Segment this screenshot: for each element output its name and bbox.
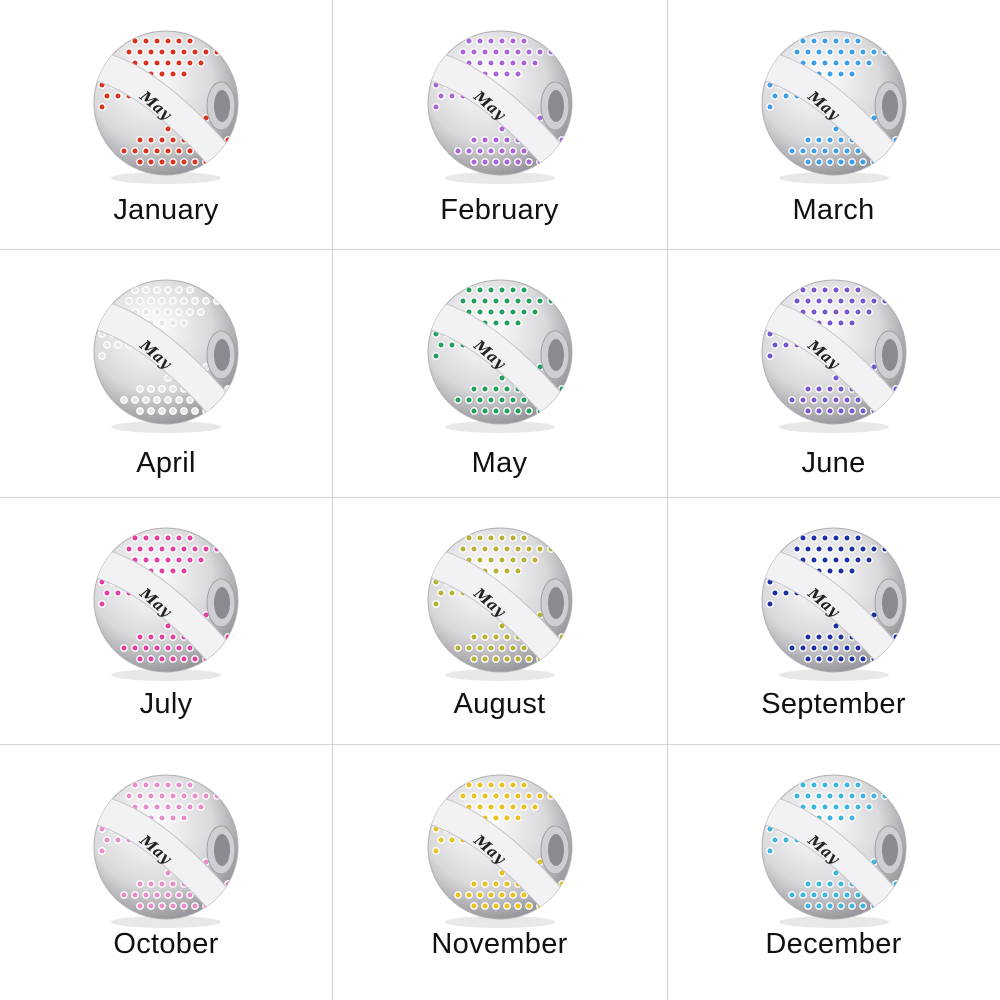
month-label: March xyxy=(792,194,875,226)
charm-cell-august: May August xyxy=(332,497,667,744)
month-label: September xyxy=(761,688,906,720)
month-label: January xyxy=(113,194,219,226)
charm-cell-june: May June xyxy=(667,249,1000,497)
charm-cell-april: May April xyxy=(0,249,332,497)
month-label: May xyxy=(471,447,528,479)
charm-cell-february: May February xyxy=(332,0,667,249)
divider xyxy=(667,0,668,1000)
month-label: July xyxy=(139,688,193,720)
month-label: April xyxy=(136,447,196,479)
charm-cell-september: May September xyxy=(667,497,1000,744)
charm-image: May xyxy=(761,279,906,433)
charm-image: May xyxy=(761,527,906,681)
month-label: February xyxy=(440,194,559,226)
month-label: October xyxy=(113,928,219,960)
month-label: August xyxy=(453,688,546,720)
charm-cell-october: May October xyxy=(0,744,332,1000)
charm-image: May xyxy=(427,774,572,928)
divider xyxy=(332,0,333,1000)
charm-cell-july: May July xyxy=(0,497,332,744)
divider xyxy=(0,249,1000,250)
divider xyxy=(0,497,1000,498)
charm-cell-march: May March xyxy=(667,0,1000,249)
charm-image: May xyxy=(761,774,906,928)
charm-cell-may: May May xyxy=(332,249,667,497)
charm-cell-november: May November xyxy=(332,744,667,1000)
charm-image: May xyxy=(427,30,572,184)
charm-image: May xyxy=(761,30,906,184)
charm-image: May xyxy=(427,279,572,433)
divider xyxy=(0,744,1000,745)
charm-image: May xyxy=(93,774,239,928)
month-label: December xyxy=(765,928,902,960)
charm-cell-january: May January xyxy=(0,0,332,249)
charm-image: May xyxy=(93,30,239,184)
month-label: June xyxy=(801,447,866,479)
charm-image: May xyxy=(93,527,239,681)
charm-cell-december: May December xyxy=(667,744,1000,1000)
charm-image: May xyxy=(93,279,239,433)
charm-image: May xyxy=(427,527,572,681)
month-label: November xyxy=(431,928,568,960)
